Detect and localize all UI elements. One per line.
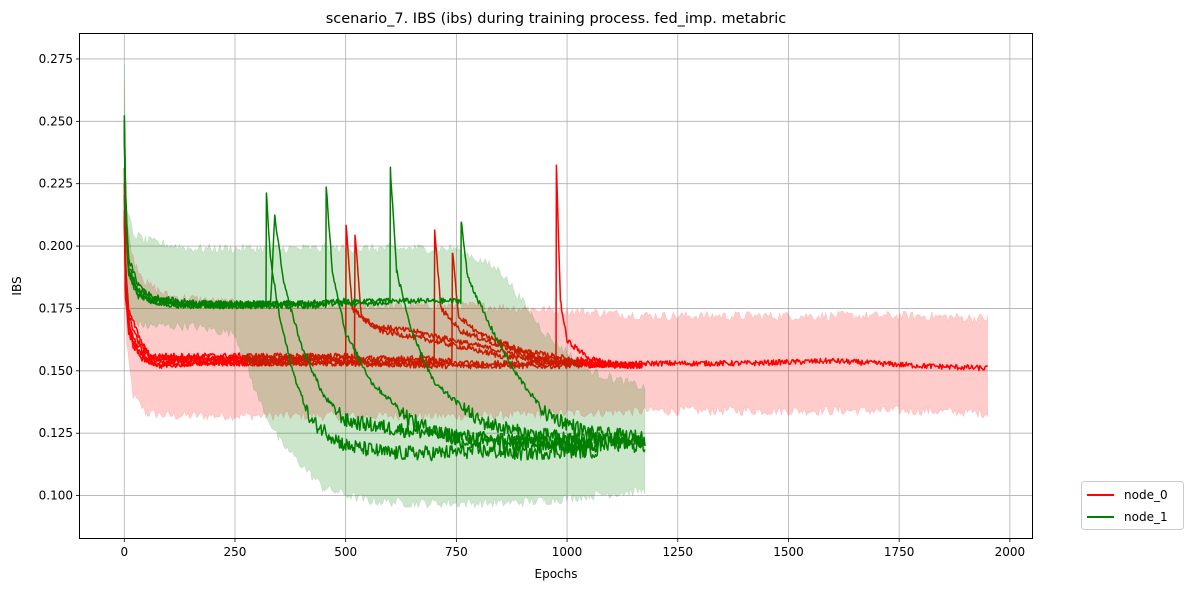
y-tick-label: 0.100 xyxy=(39,489,73,503)
x-tick-label: 1000 xyxy=(552,545,583,559)
plot-area xyxy=(123,63,989,510)
plot-frame xyxy=(79,33,1033,539)
x-tick-label: 1500 xyxy=(773,545,804,559)
x-tick-label: 750 xyxy=(445,545,468,559)
y-tick-label: 0.275 xyxy=(39,52,73,66)
y-tick-label: 0.125 xyxy=(39,426,73,440)
legend: node_0 node_1 xyxy=(1081,481,1184,530)
y-tick-label: 0.250 xyxy=(39,114,73,128)
line-node_1-run-4 xyxy=(123,134,646,446)
x-tick-label: 500 xyxy=(334,545,357,559)
series-node_0 xyxy=(123,164,989,422)
y-tick-label: 0.225 xyxy=(39,177,73,191)
legend-label-node-0: node_0 xyxy=(1124,488,1168,502)
y-tick-label: 0.150 xyxy=(39,364,73,378)
y-tick-label: 0.175 xyxy=(39,301,73,315)
axis-ticks: 0 250 500 750 1000 1250 1500 1750 2000 0.100 0.125… xyxy=(39,52,1025,559)
x-tick-label: 250 xyxy=(224,545,247,559)
y-axis-label: IBS xyxy=(10,276,24,295)
y-tick-label: 0.200 xyxy=(39,239,73,253)
line-node_0-run-5 xyxy=(123,164,613,367)
x-tick-label: 0 xyxy=(120,545,128,559)
x-tick-label: 1750 xyxy=(884,545,915,559)
series-node_1 xyxy=(123,63,646,510)
chart-title: scenario_7. IBS (ibs) during training pr… xyxy=(326,11,787,27)
x-tick-label: 1250 xyxy=(662,545,693,559)
x-axis-label: Epochs xyxy=(535,567,578,581)
band-node_1 xyxy=(124,63,646,510)
legend-label-node-1: node_1 xyxy=(1124,510,1168,524)
x-tick-label: 2000 xyxy=(995,545,1026,559)
